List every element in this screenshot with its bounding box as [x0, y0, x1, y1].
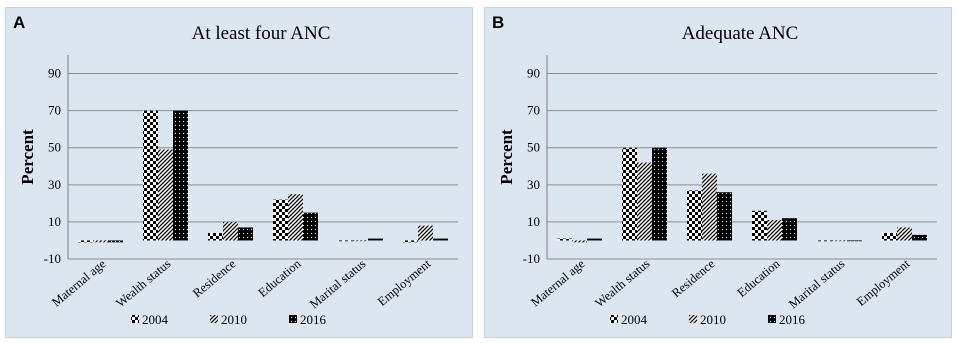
legend-swatch [131, 315, 139, 323]
bar-2010 [832, 240, 847, 242]
legend-swatch [289, 315, 297, 323]
bar-2004 [403, 240, 418, 243]
chart-title: Adequate ANC [682, 23, 799, 44]
x-tick-label: Employment [854, 256, 913, 309]
legend-label: 2016 [300, 312, 327, 327]
legend-label: 2004 [621, 312, 648, 327]
bar-2010 [572, 240, 587, 243]
x-tick-label: Marital status [307, 256, 368, 311]
bar-2016 [652, 147, 667, 241]
y-tick-label: 70 [527, 103, 540, 118]
chart-svg: At least four ANC-101030507090PercentMat… [18, 23, 458, 327]
panel-letter: A [13, 13, 26, 32]
y-tick-label: 50 [527, 140, 540, 155]
y-tick-label: 70 [48, 103, 61, 118]
bar-2004 [557, 238, 572, 241]
bar-2010 [288, 194, 303, 241]
bar-2016 [368, 238, 383, 241]
legend-label: 2010 [700, 312, 726, 327]
y-axis-label: Percent [18, 129, 37, 185]
bar-2004 [143, 110, 158, 241]
bar-2016 [173, 110, 188, 241]
y-tick-label: 50 [48, 140, 61, 155]
bar-2004 [338, 240, 353, 242]
bar-2010 [767, 220, 782, 241]
chart-panel-a: A At least four ANC -10 10 30 50 70 90 Percent M… [5, 7, 473, 338]
y-axis-label: Percent [497, 129, 516, 185]
bar-2010 [93, 240, 108, 243]
bar-2016 [238, 227, 253, 241]
x-tick-label: Marital status [786, 256, 847, 311]
y-tick-label: 90 [48, 66, 61, 81]
y-tick-label: 90 [527, 66, 540, 81]
y-tick-label: -10 [523, 251, 540, 266]
bar-2010 [223, 221, 238, 241]
y-tick-label: 30 [527, 177, 540, 192]
legend-swatch [689, 315, 697, 323]
bar-2004 [78, 240, 93, 243]
y-tick-label: 10 [527, 214, 540, 229]
y-tick-label: 10 [48, 214, 61, 229]
bar-2016 [108, 240, 123, 243]
chart-svg: Adequate ANC-101030507090PercentMaternal… [497, 23, 937, 327]
bar-2016 [587, 238, 602, 241]
bar-2016 [717, 192, 732, 241]
legend-swatch [210, 315, 218, 323]
legend-label: 2004 [142, 312, 169, 327]
bar-2016 [782, 218, 797, 241]
bar-2016 [303, 212, 318, 241]
x-tick-label: Education [735, 256, 783, 300]
chart-panel-b: B Adequate ANC -10 10 30 50 70 90 Percent Matern… [484, 7, 952, 338]
bar-2004 [817, 240, 832, 242]
bar-2010 [637, 162, 652, 241]
bar-2010 [353, 240, 368, 242]
bar-2016 [912, 234, 927, 241]
x-tick-label: Wealth status [113, 256, 173, 310]
y-tick-label: 30 [48, 177, 61, 192]
bar-2010 [897, 227, 912, 241]
bar-2004 [687, 190, 702, 241]
x-tick-label: Education [256, 256, 304, 300]
bar-2004 [882, 233, 897, 241]
legend-label: 2016 [779, 312, 806, 327]
x-tick-label: Employment [375, 256, 434, 309]
bar-2016 [847, 240, 862, 242]
x-tick-label: Residence [190, 256, 239, 300]
panel-letter: B [492, 13, 505, 32]
bar-2010 [158, 149, 173, 241]
bar-2004 [273, 199, 288, 241]
bar-2010 [418, 225, 433, 241]
y-tick-label: -10 [44, 251, 61, 266]
legend-label: 2010 [221, 312, 247, 327]
bar-2016 [433, 238, 448, 241]
x-tick-label: Residence [669, 256, 718, 300]
x-tick-label: Wealth status [592, 256, 652, 310]
bar-2004 [752, 210, 767, 241]
bar-2010 [702, 173, 717, 241]
legend-swatch [768, 315, 776, 323]
bar-2004 [208, 233, 223, 241]
chart-title: At least four ANC [192, 23, 331, 44]
bar-2004 [622, 147, 637, 241]
legend-swatch [610, 315, 618, 323]
